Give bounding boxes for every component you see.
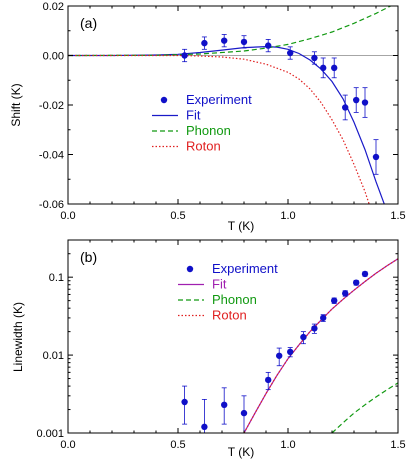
x-tick-label: 0.0 <box>60 210 75 222</box>
x-tick-label: 1.0 <box>280 210 295 222</box>
data-point <box>353 96 360 104</box>
legend-marker-experiment <box>186 265 194 273</box>
x-tick-label: 0.0 <box>60 439 75 451</box>
legend-label-roton: Roton <box>186 139 221 154</box>
series-roton-line <box>243 258 398 433</box>
x-axis-label: T (K) <box>228 219 254 233</box>
x-axis-label: T (K) <box>228 445 254 459</box>
data-point <box>342 104 349 111</box>
data-point <box>287 49 294 57</box>
legend-label-fit: Fit <box>186 108 201 123</box>
series-phonon-line <box>68 6 392 57</box>
data-point <box>311 54 318 62</box>
series-roton-line <box>68 54 370 204</box>
y-tick-label: 0.001 <box>36 428 64 440</box>
data-point <box>221 37 228 44</box>
data-point <box>265 42 272 49</box>
y-tick-label: 0.01 <box>43 350 64 362</box>
data-point <box>181 398 188 406</box>
data-point <box>320 314 327 322</box>
plot-frame <box>67 239 399 434</box>
data-point <box>361 270 369 278</box>
data-point <box>320 64 327 72</box>
panel-label: (b) <box>80 249 97 265</box>
y-axis-label: Linewidth (K) <box>11 302 25 372</box>
curves <box>243 258 398 433</box>
legend-label-phonon: Phonon <box>212 292 257 307</box>
legend-label-roton: Roton <box>212 308 247 323</box>
data-point <box>300 333 307 341</box>
y-tick-label: -0.02 <box>39 100 64 112</box>
y-tick-label: 0.00 <box>43 51 64 63</box>
series-phonon-line <box>331 382 398 433</box>
data-point <box>201 39 208 47</box>
data-point <box>331 64 338 72</box>
data-point <box>201 423 208 431</box>
y-tick-label: -0.06 <box>39 199 64 211</box>
data-point <box>311 325 318 332</box>
data-point <box>353 279 360 286</box>
series-fit-line <box>68 45 385 204</box>
data-point <box>221 401 228 409</box>
panel-label: (a) <box>80 15 97 31</box>
experiment-points <box>181 34 380 175</box>
legend-label-experiment: Experiment <box>212 261 278 276</box>
panel-b: 0.0 0.5 1.0 1.5 0.001 0.01 0.1 T (K) Linewidth (… <box>11 239 406 459</box>
data-point <box>265 376 272 384</box>
x-tick-label: 0.5 <box>170 439 185 451</box>
data-point <box>240 409 248 417</box>
legend-label-fit: Fit <box>212 277 227 292</box>
data-point <box>276 352 283 359</box>
y-tick-label: -0.04 <box>39 150 64 162</box>
data-point <box>361 99 369 106</box>
experiment-points <box>181 270 369 434</box>
y-tick-label: 0.1 <box>49 272 64 284</box>
data-point <box>342 290 349 297</box>
y-tick-label: 0.02 <box>43 1 64 13</box>
data-point <box>287 348 294 356</box>
data-point <box>240 38 248 46</box>
x-tick-label: 1.0 <box>280 439 295 451</box>
data-point <box>372 153 380 161</box>
x-tick-label: 0.5 <box>170 210 185 222</box>
x-tick-label: 1.5 <box>390 210 405 222</box>
series-fit-line <box>243 258 398 433</box>
panel-a: 0.0 0.5 1.0 1.5 0.02 0.00 -0.02 -0.04 -0.06 T (K)… <box>9 1 406 233</box>
curves <box>68 6 392 204</box>
legend-label-experiment: Experiment <box>186 92 252 107</box>
legend-marker-experiment <box>160 96 168 104</box>
data-point <box>331 297 338 304</box>
y-axis-label: Shift (K) <box>9 83 23 126</box>
legend-label-phonon: Phonon <box>186 123 231 138</box>
data-point <box>181 52 188 59</box>
x-tick-label: 1.5 <box>390 439 405 451</box>
